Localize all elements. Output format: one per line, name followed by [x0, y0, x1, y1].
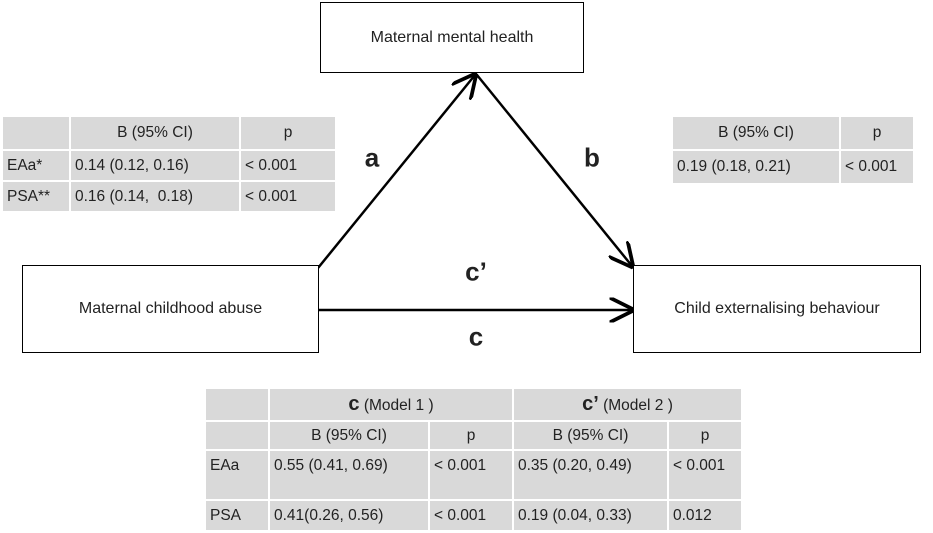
group-symbol: c	[348, 393, 360, 415]
header-cell: p	[428, 420, 514, 451]
path-label: b	[584, 142, 600, 173]
cell: EAa*	[1, 149, 71, 182]
header-cell: p	[667, 420, 743, 451]
group-symbol: c’	[582, 393, 599, 415]
cell: 0.16 (0.14, 0.18)	[69, 180, 241, 213]
path-label: c	[468, 321, 484, 352]
header-cell: B (95% CI)	[512, 420, 669, 451]
path-label: c’	[465, 256, 487, 287]
arrow-a	[317, 75, 475, 269]
cell	[204, 420, 270, 451]
node: Child externalising behaviour	[633, 265, 921, 353]
cell	[204, 387, 270, 422]
group-header: c (Model 1 )	[268, 387, 514, 422]
cell: 0.55 (0.41, 0.69)	[268, 449, 430, 501]
cell: < 0.001	[667, 449, 743, 501]
cell: 0.19 (0.04, 0.33)	[512, 499, 669, 532]
cell: < 0.001	[428, 499, 514, 532]
table-b: B (95% CI) p 0.19 (0.18, 0.21) < 0.001	[671, 115, 915, 185]
arrow-b	[476, 74, 632, 266]
header-cell: p	[239, 115, 337, 151]
cell: PSA	[204, 499, 270, 532]
node: Maternal mental health	[320, 2, 584, 73]
cell	[1, 115, 71, 151]
header-cell: B (95% CI)	[671, 115, 841, 151]
cell: 0.012	[667, 499, 743, 532]
cell: 0.35 (0.20, 0.49)	[512, 449, 669, 501]
table-c: c (Model 1 ) c’ (Model 2 ) B (95% CI) p …	[204, 387, 743, 532]
path-label: a	[364, 142, 380, 173]
group-label: (Model 2 )	[603, 397, 673, 414]
cell: 0.41(0.26, 0.56)	[268, 499, 430, 532]
cell: EAa	[204, 449, 270, 501]
cell: PSA**	[1, 180, 71, 213]
cell: 0.14 (0.12, 0.16)	[69, 149, 241, 182]
cell: < 0.001	[239, 149, 337, 182]
cell: < 0.001	[239, 180, 337, 213]
header-cell: p	[839, 115, 915, 151]
group-header: c’ (Model 2 )	[512, 387, 743, 422]
header-cell: B (95% CI)	[69, 115, 241, 151]
group-label: (Model 1 )	[363, 397, 434, 414]
cell: 0.19 (0.18, 0.21)	[671, 149, 841, 185]
header-cell: B (95% CI)	[268, 420, 430, 451]
cell: < 0.001	[428, 449, 514, 501]
cell: < 0.001	[839, 149, 915, 185]
table-a: B (95% CI) p EAa* 0.14 (0.12, 0.16) < 0.001…	[1, 115, 337, 213]
node: Maternal childhood abuse	[22, 265, 319, 353]
